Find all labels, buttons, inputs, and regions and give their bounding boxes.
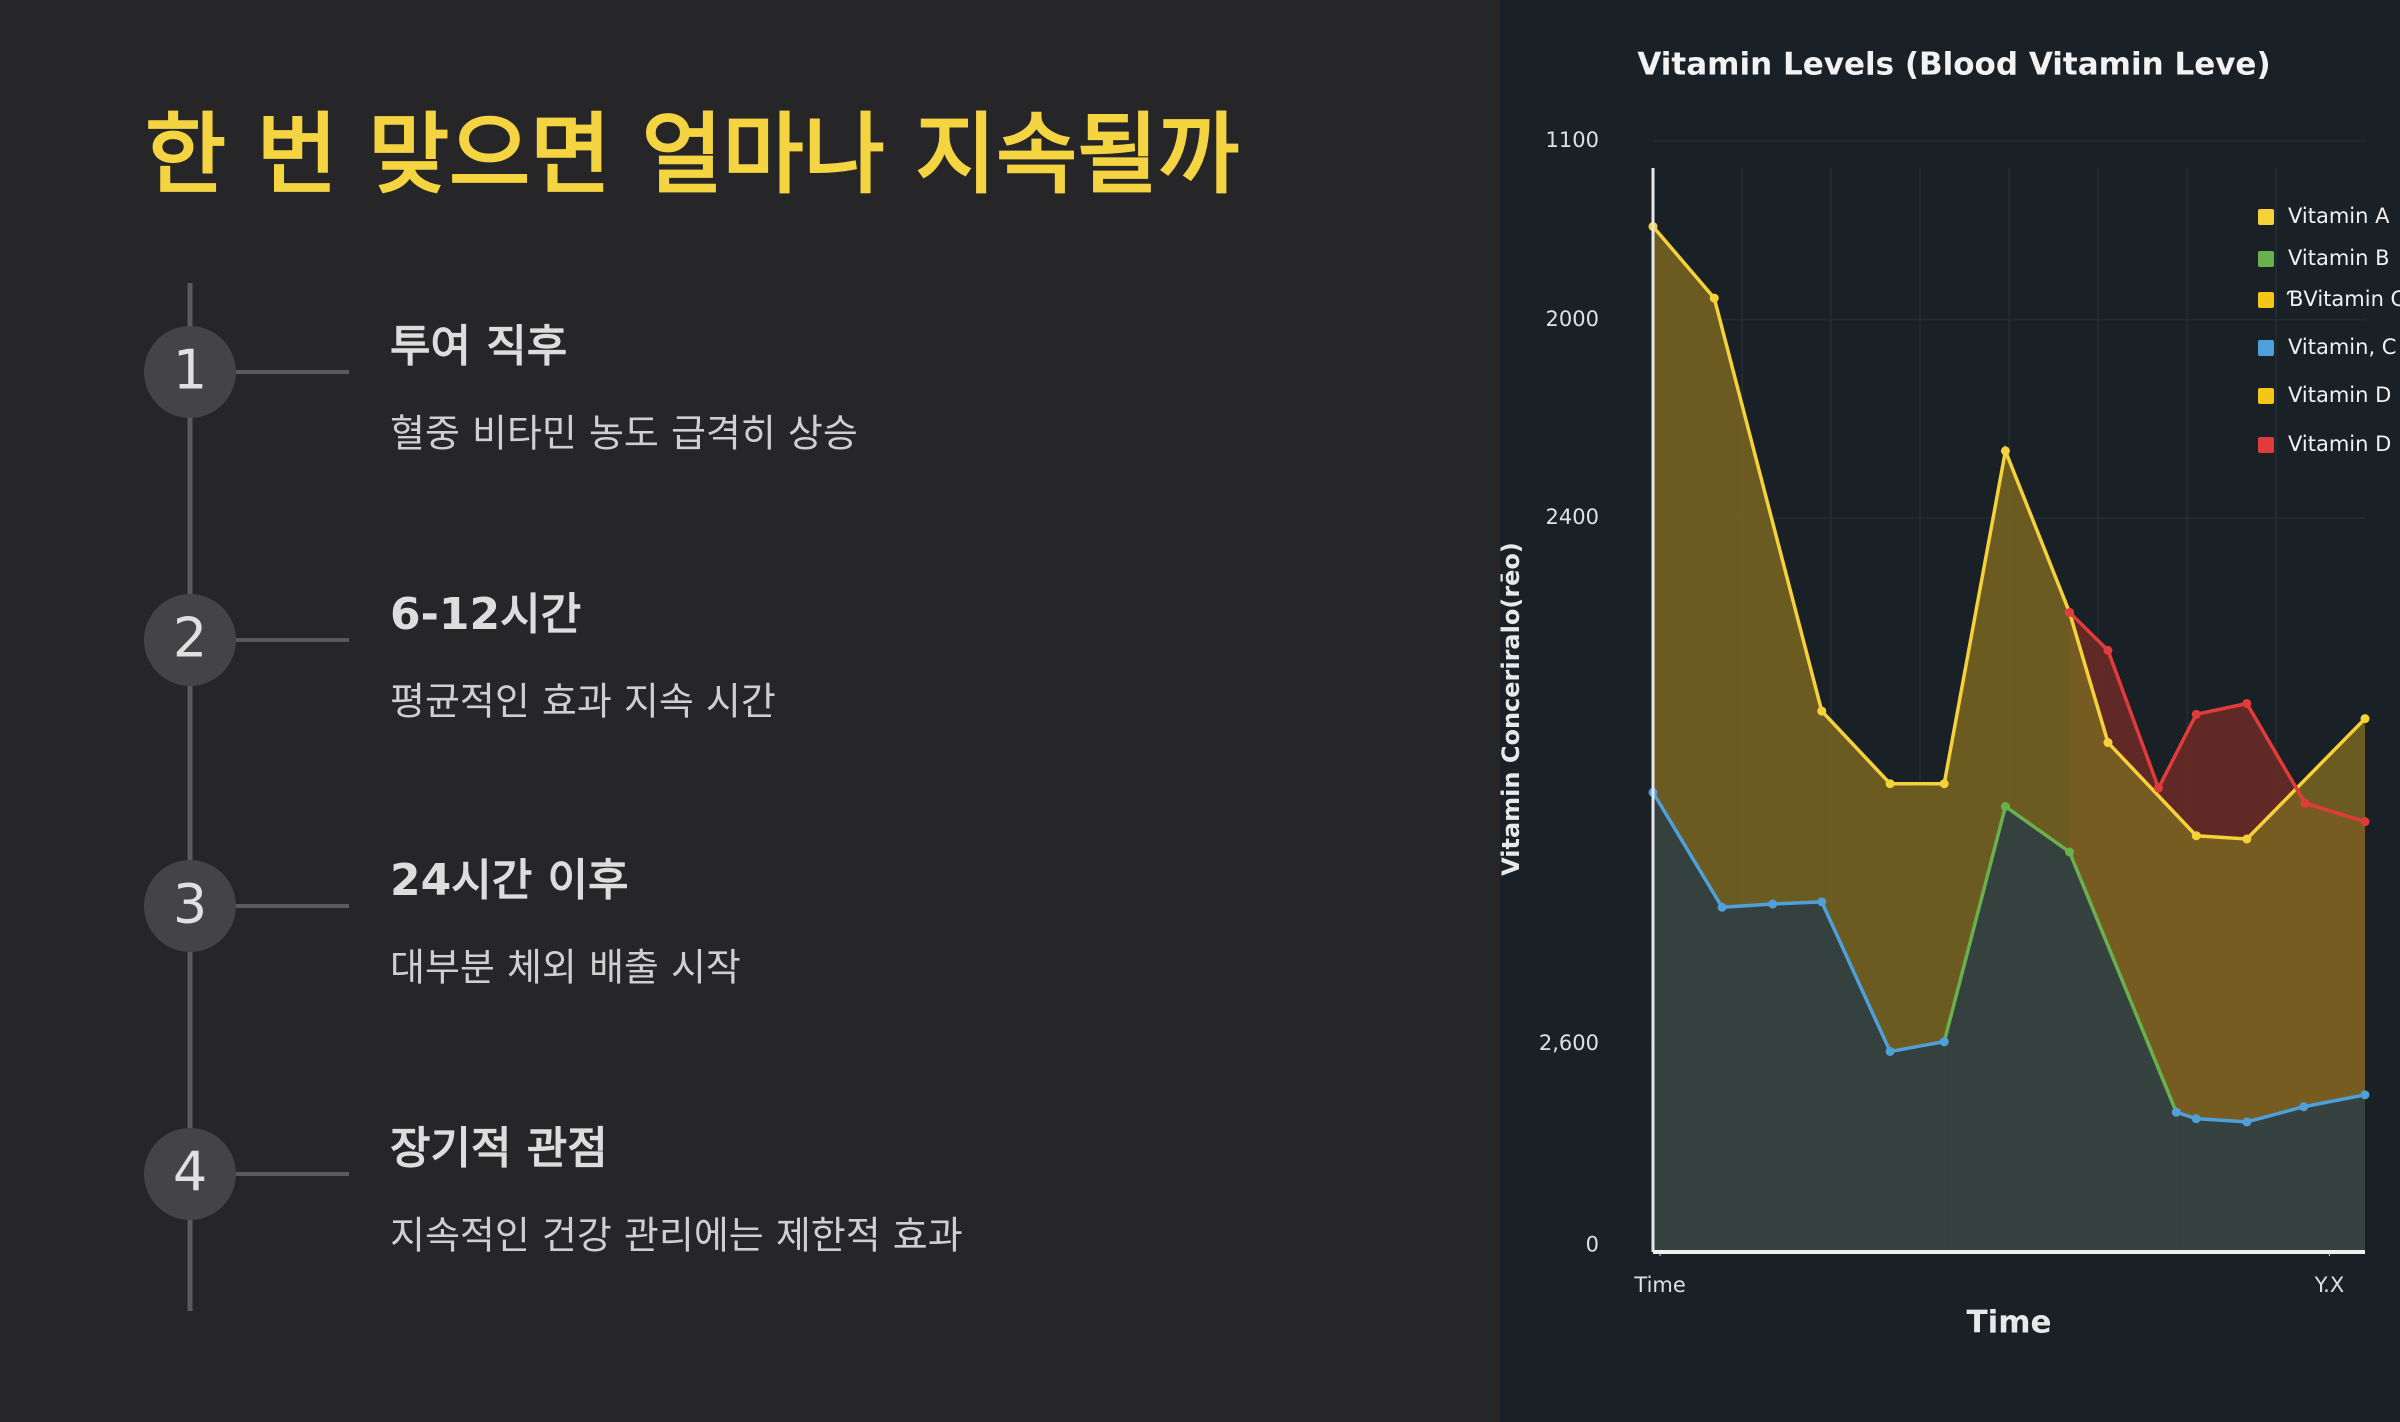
step-circle: [144, 594, 236, 686]
y-axis-label: Vitamin Conceriralo(rēo): [1497, 542, 1525, 876]
step-number: 2: [173, 607, 207, 670]
step-circle: [144, 860, 236, 952]
legend-swatch: [2258, 209, 2274, 225]
legend-swatch: [2258, 340, 2274, 356]
step-heading: 장기적 관점: [390, 1123, 608, 1174]
point: [2242, 834, 2252, 844]
step-heading: 24시간 이후: [390, 855, 628, 906]
point: [2191, 1114, 2201, 1124]
step-number: 3: [173, 873, 207, 936]
step-number: 1: [173, 339, 207, 402]
legend-label: Vitamin D: [2288, 432, 2391, 456]
point: [1817, 897, 1827, 907]
x-axis-label: Time: [1966, 1305, 2051, 1341]
x-tick-label: Y.X: [2314, 1273, 2345, 1297]
y-tick-label: 2,600: [1539, 1031, 1599, 1055]
legend-label: Vitamin A: [2288, 204, 2390, 228]
point: [2065, 607, 2075, 617]
point: [2103, 738, 2113, 748]
legend-swatch: [2258, 437, 2274, 453]
legend-label: Vitamin B: [2288, 246, 2390, 270]
chart-title: Vitamin Levels (Blood Vitamin Leve): [1637, 47, 2270, 83]
point: [1885, 779, 1895, 789]
point: [2360, 817, 2370, 827]
step-heading: 투여 직후: [390, 321, 567, 372]
point: [2000, 801, 2010, 811]
step-description: 지속적인 건강 관리에는 제한적 효과: [390, 1214, 963, 1258]
step-description: 혈중 비타민 농도 급격히 상승: [390, 412, 858, 456]
point: [2299, 1102, 2309, 1112]
step-heading: 6-12시간: [390, 589, 581, 640]
point: [1817, 706, 1827, 716]
point: [2360, 1090, 2370, 1100]
point: [2242, 698, 2252, 708]
y-tick-label: 0: [1586, 1232, 1599, 1256]
area: [1944, 806, 2177, 1252]
point: [1939, 1037, 1949, 1047]
line: [1651, 791, 1945, 1054]
y-tick-label: 2000: [1546, 307, 1599, 331]
legend-label: Vitamin, C: [2288, 335, 2396, 359]
y-tick-label: 2400: [1546, 505, 1599, 529]
point: [2103, 645, 2113, 655]
point: [2154, 783, 2164, 793]
line: [1942, 803, 2178, 1113]
point: [2171, 1107, 2181, 1117]
legend-swatch: [2258, 388, 2274, 404]
step-description: 대부분 체외 배출 시작: [390, 946, 741, 990]
legend-label: ƁVitamin C: [2286, 287, 2400, 311]
legend-label: Vitamin D: [2288, 383, 2391, 407]
x-tick-label: Time: [1633, 1273, 1685, 1297]
legend-swatch: [2258, 251, 2274, 267]
point: [1939, 779, 1949, 789]
y-tick-label: 1100: [1546, 128, 1599, 152]
legend-swatch: [2258, 292, 2274, 308]
point: [2065, 847, 2075, 857]
slide-title: 한 번 맞으면 얼마나 지속될까: [145, 103, 1239, 206]
point: [2360, 714, 2370, 724]
step-number: 4: [173, 1141, 207, 1204]
point: [1709, 293, 1719, 303]
area: [2176, 1094, 2365, 1252]
step-circle: [144, 1128, 236, 1220]
point: [2000, 446, 2010, 456]
point: [2242, 1117, 2252, 1127]
point: [2300, 798, 2310, 808]
point: [1768, 899, 1778, 909]
step-description: 평균적인 효과 지속 시간: [390, 680, 776, 724]
point: [2191, 709, 2201, 719]
step-circle: [144, 326, 236, 418]
point: [2191, 831, 2201, 841]
left-panel: [0, 0, 1500, 1422]
point: [1885, 1046, 1895, 1056]
point: [1717, 902, 1727, 912]
